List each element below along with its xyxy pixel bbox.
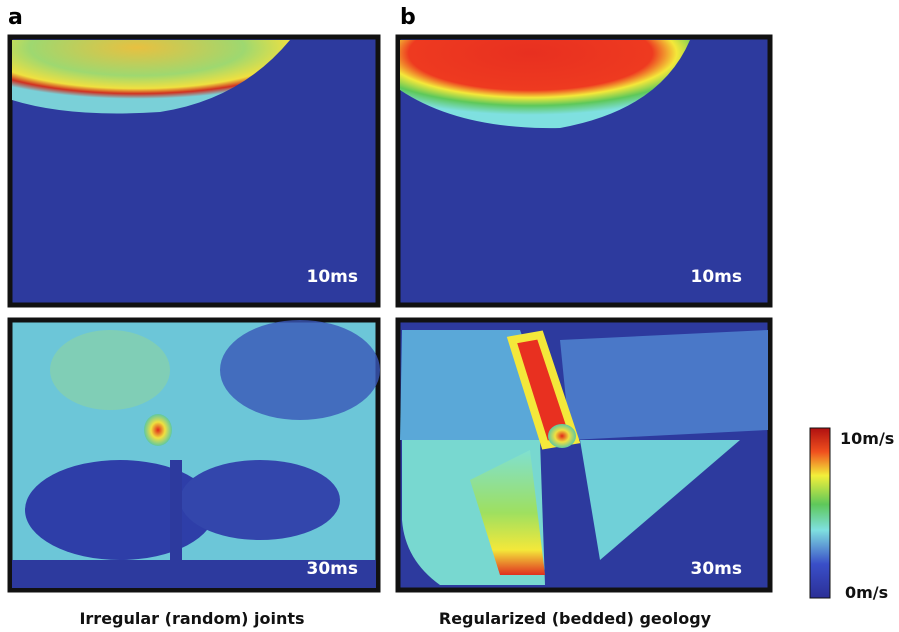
velocity-field (170, 460, 182, 570)
figure: a 10ms 30ms Irregular (random) joints b … (0, 0, 899, 632)
velocity-field (180, 460, 340, 540)
velocity-field (560, 330, 768, 440)
panel-label: b (400, 5, 416, 30)
caption: Irregular (random) joints (79, 609, 304, 628)
velocity-field (220, 320, 380, 420)
panel-label: a (8, 5, 23, 30)
colorbar-min-label: 0m/s (845, 583, 888, 602)
time-label: 30ms (307, 559, 359, 579)
colorbar-max-label: 10m/s (840, 429, 894, 448)
colorbar (810, 428, 830, 598)
velocity-field (144, 414, 172, 446)
time-label: 10ms (307, 267, 359, 287)
time-label: 30ms (691, 559, 743, 579)
caption: Regularized (bedded) geology (439, 609, 712, 628)
time-label: 10ms (691, 267, 743, 287)
velocity-field (50, 330, 170, 410)
velocity-field (548, 424, 576, 448)
